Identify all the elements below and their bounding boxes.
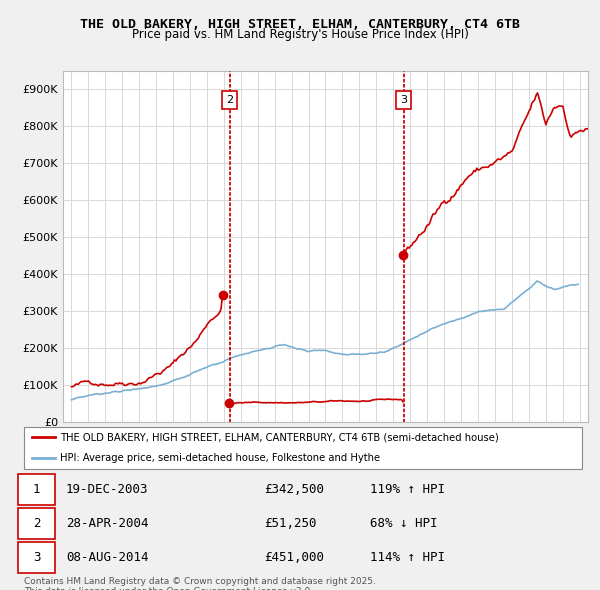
Text: THE OLD BAKERY, HIGH STREET, ELHAM, CANTERBURY, CT4 6TB: THE OLD BAKERY, HIGH STREET, ELHAM, CANT… [80, 18, 520, 31]
Text: 28-APR-2004: 28-APR-2004 [66, 517, 148, 530]
Text: £451,000: £451,000 [264, 551, 324, 564]
FancyBboxPatch shape [19, 474, 55, 505]
Text: 08-AUG-2014: 08-AUG-2014 [66, 551, 148, 564]
Text: 3: 3 [33, 551, 40, 564]
FancyBboxPatch shape [19, 542, 55, 573]
Text: 114% ↑ HPI: 114% ↑ HPI [370, 551, 445, 564]
Text: HPI: Average price, semi-detached house, Folkestone and Hythe: HPI: Average price, semi-detached house,… [60, 454, 380, 463]
Text: THE OLD BAKERY, HIGH STREET, ELHAM, CANTERBURY, CT4 6TB (semi-detached house): THE OLD BAKERY, HIGH STREET, ELHAM, CANT… [60, 432, 499, 442]
FancyBboxPatch shape [19, 508, 55, 539]
Text: 2: 2 [226, 96, 233, 106]
FancyBboxPatch shape [24, 427, 582, 469]
Text: £342,500: £342,500 [264, 483, 324, 496]
Text: 68% ↓ HPI: 68% ↓ HPI [370, 517, 437, 530]
Text: £51,250: £51,250 [264, 517, 316, 530]
Text: 2: 2 [33, 517, 40, 530]
Text: 3: 3 [400, 96, 407, 106]
Text: 19-DEC-2003: 19-DEC-2003 [66, 483, 148, 496]
Text: 1: 1 [33, 483, 40, 496]
Text: Contains HM Land Registry data © Crown copyright and database right 2025.
This d: Contains HM Land Registry data © Crown c… [24, 577, 376, 590]
Text: Price paid vs. HM Land Registry's House Price Index (HPI): Price paid vs. HM Land Registry's House … [131, 28, 469, 41]
Text: 119% ↑ HPI: 119% ↑ HPI [370, 483, 445, 496]
